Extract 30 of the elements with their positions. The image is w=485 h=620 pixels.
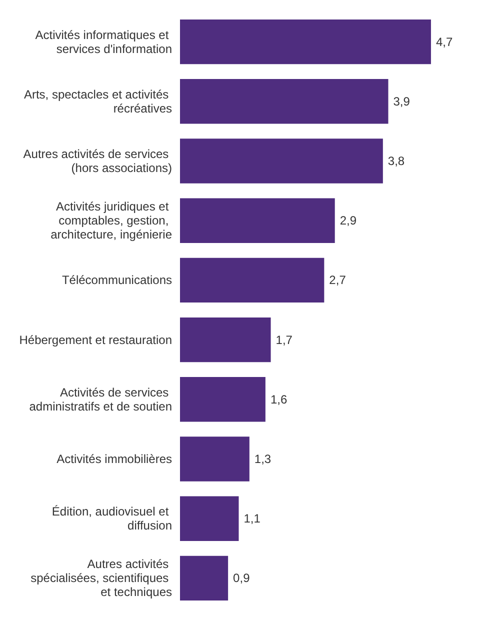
y-tick-label: Hébergement et restauration (19, 332, 172, 347)
y-tick-label: Autres activités de services (hors associations) (23, 147, 172, 175)
bar (180, 317, 271, 362)
bar (180, 258, 324, 303)
data-label: 0,9 (233, 571, 250, 586)
bar (180, 79, 388, 124)
data-label: 1,7 (276, 332, 293, 347)
bar (180, 556, 228, 601)
data-label: 1,3 (254, 452, 272, 466)
data-label: 4,7 (436, 34, 453, 49)
data-label: 2,7 (329, 273, 346, 288)
y-tick-label: Activités de services administratifs et de soutien (29, 385, 172, 414)
y-tick-label: Télécommunications (62, 273, 172, 288)
y-tick-label: Activités informatiques et services d'information (35, 28, 172, 56)
y-tick-label: Activités juridiques et comptables, gestion, architecture, ingénierie (50, 200, 172, 242)
data-label: 3,9 (393, 94, 410, 108)
data-label: 3,8 (388, 154, 405, 168)
bar (180, 496, 239, 541)
bar (180, 436, 250, 482)
bar (180, 377, 266, 422)
bar (180, 19, 431, 64)
bar (180, 138, 383, 184)
data-label: 2,9 (340, 214, 357, 228)
y-tick-label: Autres activités spécialisées, scientifiques et techniques (30, 557, 172, 600)
y-tick-label: Édition, audiovisuel et diffusion (52, 504, 172, 533)
y-tick-label: Activités immobilières (56, 452, 172, 466)
data-label: 1,6 (270, 392, 288, 406)
y-tick-label: Arts, spectacles et activités récréatives (24, 87, 172, 116)
data-label: 1,1 (244, 512, 261, 526)
bar (180, 198, 335, 243)
